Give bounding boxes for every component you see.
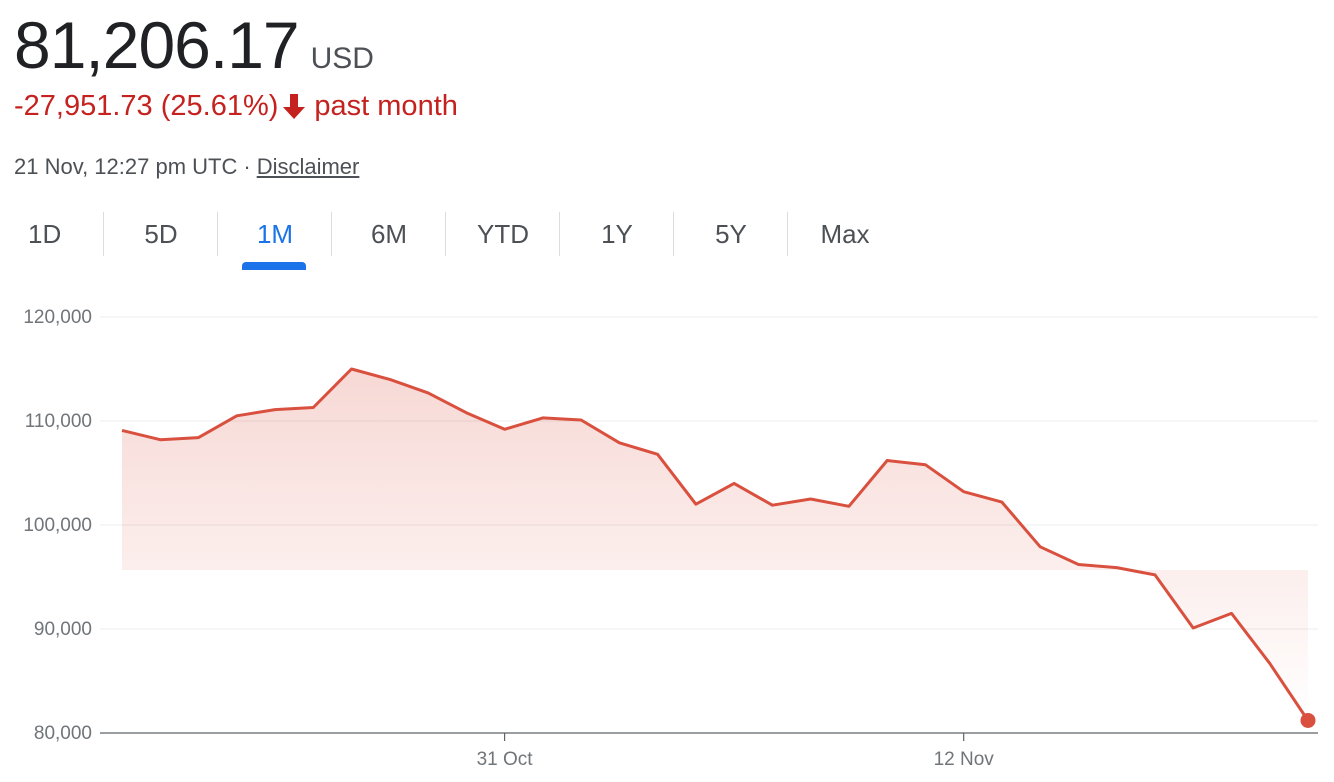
arrow-down-icon	[280, 91, 308, 121]
price-change: -27,951.73 (25.61%)	[14, 90, 279, 122]
tab-label: Max	[820, 218, 870, 249]
x-tick-label: 31 Oct	[477, 749, 534, 770]
divider	[673, 212, 674, 256]
current-price-dot[interactable]	[1300, 712, 1316, 728]
series-line	[121, 367, 1310, 722]
timestamp: 21 Nov, 12:27 pm UTC	[14, 154, 238, 179]
currency-label: USD	[310, 42, 374, 75]
tab-max[interactable]: Max	[788, 210, 902, 258]
tab-label: 5D	[144, 218, 178, 249]
price-header: 81,206.17 USD	[14, 6, 374, 84]
tab-label: 6M	[370, 218, 408, 249]
y-tick-label: 100,000	[23, 515, 92, 536]
area-fill	[122, 369, 1308, 721]
divider	[217, 212, 218, 256]
tab-6m[interactable]: 6M	[332, 210, 446, 258]
tab-5d[interactable]: 5D	[104, 210, 218, 258]
active-tab-indicator	[242, 262, 306, 270]
tab-1d[interactable]: 1D	[0, 210, 104, 258]
y-tick-label: 120,000	[23, 307, 92, 328]
timestamp-row: 21 Nov, 12:27 pm UTC · Disclaimer	[14, 152, 359, 182]
y-tick-label: 90,000	[34, 619, 92, 640]
tab-5y[interactable]: 5Y	[674, 210, 788, 258]
y-tick-label: 80,000	[34, 723, 92, 744]
tab-label: 5Y	[715, 218, 747, 249]
tab-1y[interactable]: 1Y	[560, 210, 674, 258]
tab-label: 1D	[28, 218, 62, 249]
tab-label: 1M	[256, 218, 294, 249]
x-axis: 31 Oct 12 Nov	[477, 733, 995, 770]
y-tick-label: 110,000	[25, 411, 92, 432]
x-tick-label: 12 Nov	[934, 749, 995, 770]
tab-1m[interactable]: 1M	[218, 210, 332, 270]
disclaimer-link[interactable]: Disclaimer	[256, 154, 360, 179]
change-period: past month	[314, 90, 458, 122]
divider	[787, 212, 788, 256]
divider	[103, 212, 104, 256]
range-tabs: 1D 5D 1M 6M YTD 1Y 5Y Max	[0, 210, 902, 270]
tab-label: YTD	[477, 218, 529, 249]
tab-ytd[interactable]: YTD	[446, 210, 560, 258]
divider	[331, 212, 332, 256]
y-axis: 120,000 110,000 100,000 90,000 80,000	[23, 307, 92, 744]
divider	[559, 212, 560, 256]
price-change-row: -27,951.73 (25.61%) past month	[14, 86, 458, 126]
divider	[445, 212, 446, 256]
current-price: 81,206.17	[14, 8, 300, 82]
tab-label: 1Y	[601, 218, 633, 249]
separator: ·	[243, 154, 251, 179]
